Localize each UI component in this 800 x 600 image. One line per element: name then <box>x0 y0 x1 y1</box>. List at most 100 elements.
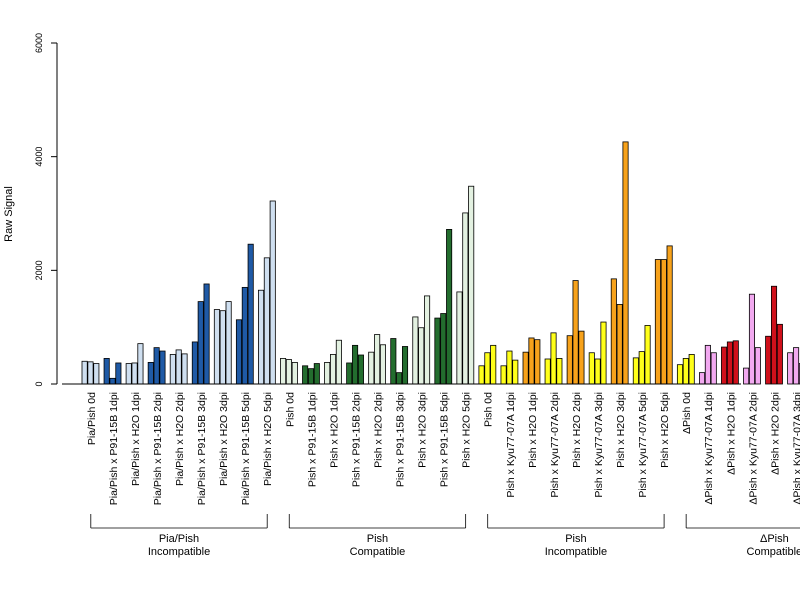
group-label-line2: Incompatible <box>148 546 210 558</box>
y-tick-label: 4000 <box>34 147 44 167</box>
bar <box>280 358 287 385</box>
y-tick-label: 0 <box>34 381 44 386</box>
bar <box>588 352 595 385</box>
bar <box>93 363 100 385</box>
bar <box>754 347 761 385</box>
bar <box>109 377 116 385</box>
bar <box>704 344 711 385</box>
bar <box>512 359 519 385</box>
y-tick-label: 6000 <box>34 33 44 53</box>
bar <box>484 352 491 385</box>
bar <box>638 351 645 385</box>
bar <box>462 212 469 385</box>
bar <box>776 323 783 385</box>
bar <box>213 309 220 385</box>
x-tick-label: Pish x H2O 2dpi <box>571 392 583 468</box>
bar <box>506 350 513 385</box>
bar <box>412 316 419 385</box>
bar <box>368 351 375 385</box>
x-tick-label: Pish x H2O 2dpi <box>372 392 384 468</box>
bar <box>550 332 557 385</box>
bar <box>291 361 298 385</box>
bar <box>622 141 629 385</box>
x-tick-label: Pia/Pish x P91-15B 2dpi <box>152 392 164 505</box>
bar <box>153 347 160 385</box>
bar <box>616 304 623 385</box>
bar <box>699 372 706 385</box>
x-tick-label: Pish x Kyu77-07A 5dpi <box>637 392 649 498</box>
bar <box>313 363 320 385</box>
bar <box>191 341 198 385</box>
bar <box>324 361 331 385</box>
bar <box>137 343 144 385</box>
x-tick-label: ΔPish x Kyu77-07A 2dpi <box>747 392 759 505</box>
x-tick-label: Pish x H2O 3dpi <box>417 392 429 468</box>
bar <box>660 259 667 385</box>
bar <box>456 291 463 385</box>
x-tick-label: ΔPish x Kyu77-07A 1dpi <box>703 392 715 505</box>
bar <box>219 310 226 385</box>
group-label-line1: Pish <box>367 533 388 545</box>
x-tick-label: Pish x H2O 1dpi <box>328 392 340 468</box>
x-tick-label: Pia/Pish x P91-15B 3dpi <box>196 392 208 505</box>
bar <box>175 349 182 385</box>
bar <box>682 358 689 385</box>
bar <box>159 350 166 385</box>
group-label-line2: Compatible <box>747 546 800 558</box>
bar <box>401 346 409 385</box>
bar <box>263 257 270 385</box>
x-tick-label: Pish x H2O 1dpi <box>527 392 539 468</box>
bar <box>743 367 750 385</box>
bar <box>329 354 337 385</box>
bar <box>644 325 651 385</box>
bar <box>424 295 431 385</box>
bar <box>131 362 138 385</box>
group-brackets: Pia/PishIncompatiblePishCompatiblePishIn… <box>90 514 800 558</box>
bar <box>87 361 94 385</box>
bar <box>335 339 342 385</box>
bar <box>247 243 254 385</box>
x-tick-label: Pia/Pish x H2O 3dpi <box>218 392 230 486</box>
bar <box>225 301 232 385</box>
bar <box>522 351 529 385</box>
bar <box>115 362 122 385</box>
bar <box>490 344 497 385</box>
bar <box>418 327 425 385</box>
x-tick-label: ΔPish x Kyu77-07A 3dpi <box>791 392 800 505</box>
bar <box>307 368 315 385</box>
bar <box>771 285 778 385</box>
bar <box>285 359 292 385</box>
bar <box>500 365 507 385</box>
y-axis-label: Raw Signal <box>3 186 15 242</box>
x-tick-label: Pish x P91-15B 2dpi <box>350 392 362 487</box>
bar <box>721 346 728 385</box>
bar <box>357 354 364 385</box>
x-tick-label: Pia/Pish x H2O 1dpi <box>130 392 142 486</box>
bar <box>578 330 585 385</box>
x-tick-labels: Pia/Pish 0d Pia/Pish x P91-15B 1dpi Pia/Pi… <box>86 392 800 505</box>
y-tick-label: 2000 <box>34 260 44 280</box>
x-tick-label: Pish x Kyu77-07A 2dpi <box>549 392 561 498</box>
bar <box>732 340 739 385</box>
x-tick-label: Pia/Pish x P91-15B 5dpi <box>240 392 252 505</box>
bar <box>765 335 772 385</box>
bar <box>666 245 673 385</box>
bar <box>203 283 210 385</box>
x-tick-label: ΔPish x H2O 1dpi <box>725 392 737 475</box>
bar <box>556 358 563 385</box>
bar <box>81 360 88 385</box>
x-tick-label: Pish 0d <box>483 392 495 427</box>
bar <box>688 354 695 385</box>
bar <box>147 361 154 385</box>
bar <box>572 280 579 385</box>
bar <box>379 344 387 385</box>
x-tick-label: Pish x Kyu77-07A 3dpi <box>593 392 605 498</box>
bar <box>610 278 617 385</box>
group-label-line2: Compatible <box>350 546 406 558</box>
bar <box>197 301 204 385</box>
x-tick-label: ΔPish x H2O 2dpi <box>769 392 781 475</box>
bar <box>632 357 639 385</box>
bar <box>235 319 243 385</box>
bar <box>534 339 541 385</box>
group-label-line1: Pia/Pish <box>159 533 199 545</box>
